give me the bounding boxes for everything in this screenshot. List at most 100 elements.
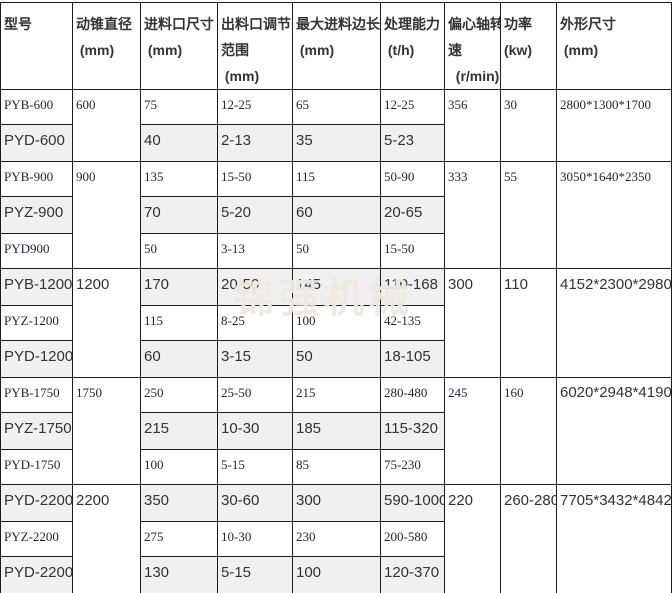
table-row-pyd900: PYD900 50 3-13 50 15-50 (0, 233, 672, 269)
header-line: 处理能力 (384, 16, 440, 32)
value-cell: 135 (140, 161, 218, 197)
value-cell: 7705*3432*4842 (556, 484, 672, 593)
value-cell: 3-15 (217, 340, 293, 378)
value-cell: 2200 (72, 484, 141, 593)
column-header-cone-diameter: 动锥直径 (mm) (72, 2, 141, 90)
table-row-pyz-1750: PYZ-1750 215 10-30 185 115-320 (0, 412, 672, 450)
value-cell: 115 (292, 161, 381, 197)
table-body: PYB-600 600 75 12-25 65 12-25 356 30 2800*1300*1… (0, 89, 672, 593)
value-cell: 50 (140, 233, 218, 269)
value-cell: 75 (140, 89, 218, 125)
header-line: 最大进料边长 (296, 16, 380, 32)
value-cell: 10-30 (217, 521, 293, 557)
table-row-pyd-2200: PYD-2200 130 5-15 100 120-370 (0, 556, 672, 593)
header-line: 速 (448, 42, 462, 58)
column-header-feed-opening: 进料口尺寸 (mm) (140, 2, 218, 90)
header-line: 出料口调节 (221, 16, 291, 32)
value-cell: 20-65 (380, 196, 445, 234)
model-cell: PYD-2200 (0, 556, 73, 593)
model-cell: PYB-1200 (0, 268, 73, 306)
header-line: (kw) (504, 42, 532, 58)
value-cell: 260-280 (500, 484, 557, 593)
value-cell: 5-20 (217, 196, 293, 234)
column-header-dimensions: 外形尺寸 (mm) (556, 2, 672, 90)
value-cell: 350 (140, 484, 218, 522)
table-row-pyb-600: PYB-600 600 75 12-25 65 12-25 356 30 2800*1300*1… (0, 89, 672, 162)
table-row-pyb-1200: PYB-1200 1200 170 20-50 145 110-168 300 110 4152… (0, 268, 672, 378)
value-cell: 20-50 (217, 268, 293, 306)
value-cell: 50 (292, 233, 381, 269)
value-cell: 12-25 (217, 89, 293, 125)
table-row-pyd-2200: PYD-2200 2200 350 30-60 300 590-1000 220 260-28… (0, 484, 672, 593)
value-cell: 70 (140, 196, 218, 234)
table-row-pyb-900: PYB-900 900 135 15-50 115 50-90 333 55 3050*1640… (0, 161, 672, 269)
model-cell: PYZ-900 (0, 196, 73, 234)
model-cell: PYZ-1750 (0, 412, 73, 450)
value-cell: 280-480 (380, 377, 445, 413)
value-cell: 110-168 (380, 268, 445, 306)
value-cell: 185 (292, 412, 381, 450)
value-cell: 6020*2948*4190 (556, 377, 672, 485)
value-cell: 5-15 (217, 556, 293, 593)
value-cell: 60 (292, 196, 381, 234)
column-header-model: 型号 (0, 2, 73, 90)
value-cell: 2-13 (217, 124, 293, 162)
header-line: (mm) (144, 42, 183, 58)
value-cell: 12-25 (380, 89, 445, 125)
value-cell: 245 (444, 377, 501, 485)
value-cell: 40 (140, 124, 218, 162)
header-line: (t/h) (384, 42, 415, 58)
value-cell: 275 (140, 521, 218, 557)
model-cell: PYB-900 (0, 161, 73, 197)
value-cell: 300 (444, 268, 501, 378)
value-cell: 55 (500, 161, 557, 269)
table-row-pyz-2200: PYZ-2200 275 10-30 230 200-580 (0, 521, 672, 557)
value-cell: 356 (444, 89, 501, 162)
value-cell: 75-230 (380, 449, 445, 485)
value-cell: 160 (500, 377, 557, 485)
header-line: (mm) (560, 42, 599, 58)
value-cell: 120-370 (380, 556, 445, 593)
table-header: 型号 动锥直径 (mm) 进料口尺寸 (mm) 出料口调节 范围 (mm) 最大进料边长 … (0, 2, 672, 90)
column-header-power: 功率 (kw) (500, 2, 557, 90)
model-cell: PYD-1750 (0, 449, 73, 485)
value-cell: 15-50 (380, 233, 445, 269)
column-header-max-feed-size: 最大进料边长 (mm) (292, 2, 381, 90)
value-cell: 300 (292, 484, 381, 522)
value-cell: 1750 (72, 377, 141, 485)
column-header-discharge-range: 出料口调节 范围 (mm) (217, 2, 293, 90)
header-line: (r/min) (448, 68, 500, 84)
table-row-pyz-1200: PYZ-1200 115 8-25 100 42-135 (0, 305, 672, 341)
value-cell: 18-105 (380, 340, 445, 378)
value-cell: 4152*2300*2980 (556, 268, 672, 378)
value-cell: 5-23 (380, 124, 445, 162)
header-line: 动锥直径 (76, 16, 132, 32)
value-cell: 250 (140, 377, 218, 413)
table-row-pyd-1200: PYD-1200 60 3-15 50 18-105 (0, 340, 672, 378)
value-cell: 25-50 (217, 377, 293, 413)
value-cell: 170 (140, 268, 218, 306)
model-cell: PYB-600 (0, 89, 73, 125)
model-cell: PYZ-2200 (0, 521, 73, 557)
header-line: 功率 (504, 16, 532, 32)
value-cell: 50 (292, 340, 381, 378)
value-cell: 8-25 (217, 305, 293, 341)
value-cell: 65 (292, 89, 381, 125)
value-cell: 600 (72, 89, 141, 162)
value-cell: 900 (72, 161, 141, 269)
table-row-pyb-1750: PYB-1750 1750 250 25-50 215 280-480 245 160 6020… (0, 377, 672, 485)
value-cell: 200-580 (380, 521, 445, 557)
value-cell: 1200 (72, 268, 141, 378)
value-cell: 110 (500, 268, 557, 378)
model-cell: PYD-1200 (0, 340, 73, 378)
header-line: (mm) (221, 68, 260, 84)
model-cell: PYZ-1200 (0, 305, 73, 341)
value-cell: 220 (444, 484, 501, 593)
model-cell: PYD-2200 (0, 484, 73, 522)
value-cell: 100 (292, 556, 381, 593)
model-cell: PYD900 (0, 233, 73, 269)
header-line: 偏心轴转 (448, 16, 501, 32)
header-line: (mm) (76, 42, 115, 58)
